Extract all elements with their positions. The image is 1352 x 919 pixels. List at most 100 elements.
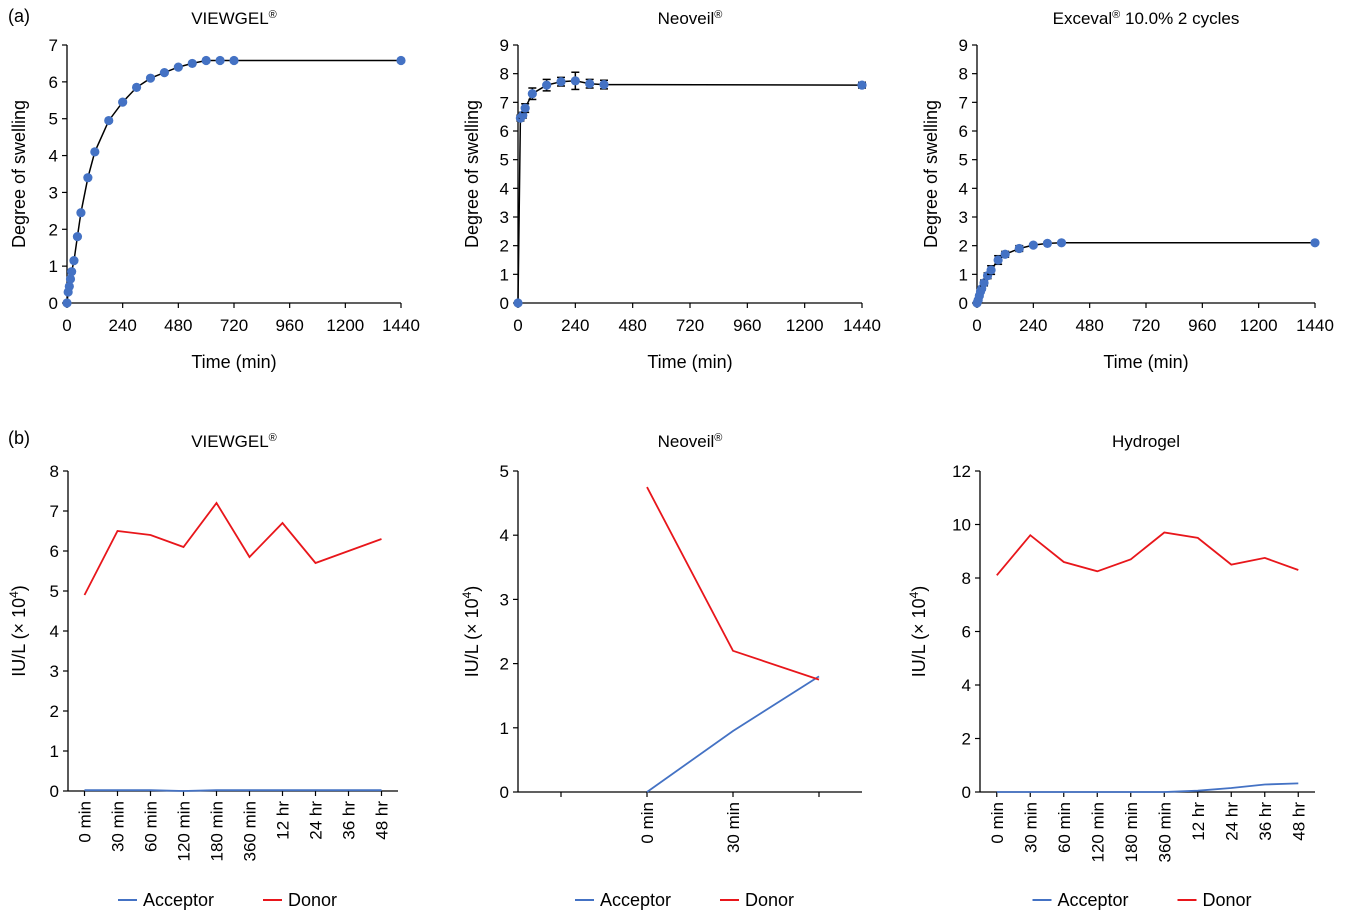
data-point	[1028, 240, 1038, 250]
data-point	[64, 281, 74, 292]
data-point	[1000, 249, 1010, 259]
x-tick-label: 960	[275, 316, 303, 335]
panel-label-a: (a)	[8, 6, 30, 26]
x-tick-label: 24 hr	[307, 801, 326, 840]
legend-label-acceptor: Acceptor	[600, 890, 671, 910]
x-tick-label: 48 hr	[1289, 802, 1308, 841]
y-tick-label: 10	[952, 516, 971, 535]
x-tick-label: 240	[561, 316, 589, 335]
chart-title: Exceval® 10.0% 2 cycles	[1053, 9, 1240, 28]
y-tick-label: 12	[952, 462, 971, 481]
series-line-acceptor	[84, 789, 382, 792]
data-point	[527, 89, 537, 99]
y-tick-label: 0	[50, 782, 59, 801]
x-tick-label: 0 min	[76, 801, 95, 843]
y-tick-label: 3	[49, 183, 58, 202]
x-tick-label: 720	[676, 316, 704, 335]
data-point	[159, 68, 170, 78]
data-point	[556, 77, 566, 87]
y-tick-label: 1	[500, 719, 509, 738]
x-tick-label: 480	[618, 316, 646, 335]
y-axis-label: Degree of swelling	[9, 100, 29, 248]
y-tick-label: 0	[500, 783, 509, 802]
y-tick-label: 5	[500, 151, 509, 170]
x-tick-label: 1440	[1296, 316, 1334, 335]
data-point	[104, 115, 114, 126]
y-tick-label: 3	[500, 590, 509, 609]
y-tick-label: 8	[959, 65, 968, 84]
legend-label-donor: Donor	[288, 890, 337, 910]
y-tick-label: 2	[500, 655, 509, 674]
series-line-donor	[83, 501, 382, 596]
y-tick-label: 9	[500, 36, 509, 55]
x-tick-label: 1440	[382, 316, 420, 335]
x-tick-label: 30 min	[109, 801, 128, 852]
data-point	[118, 97, 128, 107]
x-tick-label: 120 min	[1088, 802, 1107, 862]
y-tick-label: 0	[962, 783, 971, 802]
y-tick-label: 7	[500, 93, 509, 112]
chart-viewgel-iul: VIEWGEL® 0 1 2 3 4 5 6 7 8 0 min 30 min 60 min 120 mi…	[7, 432, 398, 910]
x-tick-label: 480	[164, 316, 192, 335]
x-tick-label: 360 min	[241, 801, 260, 861]
fit-line	[66, 59, 401, 304]
data-point	[83, 173, 93, 183]
x-tick-label: 0	[513, 316, 522, 335]
chart-viewgel-swelling: VIEWGEL® 0 1 2 3 4 5 6 7 0 240 480 720 960 1200 1440 Tim…	[9, 9, 420, 372]
y-tick-label: 1	[500, 265, 509, 284]
x-tick-label: 36 hr	[340, 801, 359, 840]
x-tick-label: 0	[62, 316, 71, 335]
legend-label-acceptor: Acceptor	[1058, 890, 1129, 910]
data-point	[65, 274, 76, 284]
legend-label-donor: Donor	[745, 890, 794, 910]
y-tick-label: 7	[49, 36, 58, 55]
y-axis-label: Degree of swelling	[462, 100, 482, 248]
y-axis-label: Degree of swelling	[921, 100, 941, 248]
data-point	[201, 55, 211, 66]
data-point	[229, 55, 239, 66]
x-tick-label: 960	[1188, 316, 1216, 335]
data-point	[131, 82, 142, 92]
y-tick-label: 8	[50, 462, 59, 481]
data-point	[979, 278, 989, 288]
x-tick-label: 1200	[326, 316, 364, 335]
data-point	[72, 232, 83, 242]
x-tick-label: 0 min	[638, 802, 657, 844]
series-line-acceptor	[996, 782, 1299, 793]
y-tick-label: 3	[50, 662, 59, 681]
y-tick-label: 2	[49, 220, 58, 239]
x-tick-label: 960	[733, 316, 761, 335]
x-tick-label: 12 hr	[274, 801, 293, 840]
x-tick-label: 60 min	[142, 801, 161, 852]
data-point	[90, 147, 100, 157]
y-axis-label: IU/L (× 104)	[7, 585, 29, 677]
y-tick-label: 4	[500, 526, 509, 545]
x-tick-label: 0 min	[988, 802, 1007, 844]
x-tick-label: 360 min	[1155, 802, 1174, 862]
series-line-acceptor	[646, 675, 820, 793]
legend-label-donor: Donor	[1203, 890, 1252, 910]
data-point	[215, 55, 225, 66]
y-tick-label: 4	[962, 676, 971, 695]
y-tick-label: 2	[962, 730, 971, 749]
y-tick-label: 7	[959, 93, 968, 112]
series-line-donor	[996, 531, 1299, 576]
x-tick-label: 240	[1019, 316, 1047, 335]
x-tick-label: 30 min	[1021, 802, 1040, 853]
data-point	[993, 255, 1003, 265]
x-tick-label: 1200	[786, 316, 824, 335]
y-tick-label: 3	[959, 208, 968, 227]
data-point	[1310, 238, 1320, 248]
y-tick-label: 6	[49, 73, 58, 92]
x-tick-label: 720	[1132, 316, 1160, 335]
data-point	[513, 298, 523, 308]
chart-title: VIEWGEL®	[191, 432, 277, 451]
x-tick-label: 720	[220, 316, 248, 335]
y-tick-label: 8	[962, 569, 971, 588]
y-tick-label: 5	[49, 110, 58, 129]
data-point	[67, 267, 77, 277]
y-tick-label: 6	[50, 542, 59, 561]
data-point	[1056, 238, 1067, 248]
data-point	[145, 73, 156, 83]
